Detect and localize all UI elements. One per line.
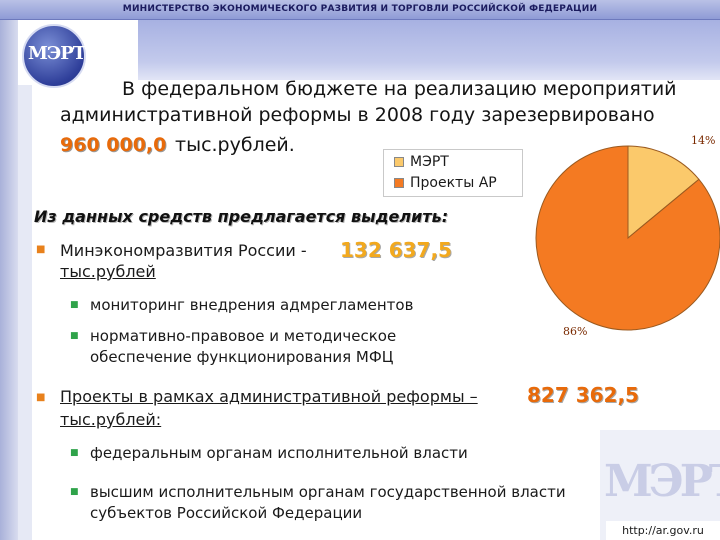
- pie-data-label-0: 14%: [691, 134, 715, 147]
- legend-swatch-projects: [394, 178, 404, 188]
- bullet2-amount: 827 362,5: [527, 383, 639, 407]
- bullet1-subitem-2: нормативно-правовое и методическое: [90, 327, 397, 345]
- ministry-logo: [22, 24, 86, 88]
- legend-label-mert: МЭРТ: [410, 154, 449, 170]
- sub-bullet-icon: ■: [70, 448, 79, 458]
- budget-amount-unit: тыс.рублей.: [175, 134, 295, 156]
- header-band: [0, 0, 720, 20]
- budget-amount: 960 000,0: [60, 134, 167, 156]
- pie-chart: 14% 86%: [533, 130, 720, 345]
- chart-legend: МЭРТ Проекты АР: [383, 149, 523, 197]
- legend-item-projects: Проекты АР: [394, 175, 497, 195]
- watermark-logo: МЭРТ: [604, 456, 720, 507]
- sub-bullet-icon: ■: [70, 487, 79, 497]
- left-decor-strip: [0, 20, 18, 540]
- ministry-title: МИНИСТЕРСТВО ЭКОНОМИЧЕСКОГО РАЗВИТИЯ И Т…: [122, 4, 598, 14]
- legend-item-mert: МЭРТ: [394, 154, 449, 174]
- sub-bullet-icon: ■: [70, 331, 79, 341]
- sub-bullet-icon: ■: [70, 300, 79, 310]
- bullet2-text: Проекты в рамках административной реформ…: [60, 387, 478, 406]
- left-decor-strip-inner: [18, 85, 32, 540]
- bullet1-amount: 132 637,5: [340, 238, 452, 262]
- bullet2-subitem-2: высшим исполнительным органам государств…: [90, 483, 566, 501]
- legend-swatch-mert: [394, 157, 404, 167]
- pie-slice-mert: [627, 145, 700, 240]
- bullet2-subitem-1: федеральным органам исполнительной власт…: [90, 444, 468, 462]
- bullet-icon: ■: [36, 392, 46, 403]
- pie-chart-svg: 14% 86%: [535, 134, 720, 338]
- bullet1-subitem-2-cont: обеспечение функционирования МФЦ: [90, 348, 394, 366]
- bullet1-unit: тыс.рублей: [60, 262, 156, 281]
- bullet1-text: Минэкономразвития России -: [60, 241, 307, 260]
- site-url[interactable]: http://ar.gov.ru: [606, 521, 720, 540]
- intro-paragraph: В федеральном бюджете на реализацию меро…: [60, 76, 710, 128]
- bullet2-subitem-2-cont: субъектов Российской Федерации: [90, 504, 363, 522]
- allocation-subheading: Из данных средств предлагается выделить:: [34, 207, 449, 226]
- logo-text: МЭРТ: [28, 43, 86, 64]
- header-decor-block: [138, 20, 720, 80]
- intro-line-1: В федеральном бюджете на реализацию меро…: [122, 78, 677, 100]
- bullet1-subitem-1: мониторинг внедрения адмрегламентов: [90, 296, 414, 314]
- bullet2-unit: тыс.рублей:: [60, 410, 162, 429]
- legend-label-projects: Проекты АР: [410, 175, 497, 191]
- pie-data-label-1: 86%: [563, 325, 587, 338]
- intro-line-2: административной реформы в 2008 году зар…: [60, 104, 655, 126]
- bullet-icon: ■: [36, 244, 46, 255]
